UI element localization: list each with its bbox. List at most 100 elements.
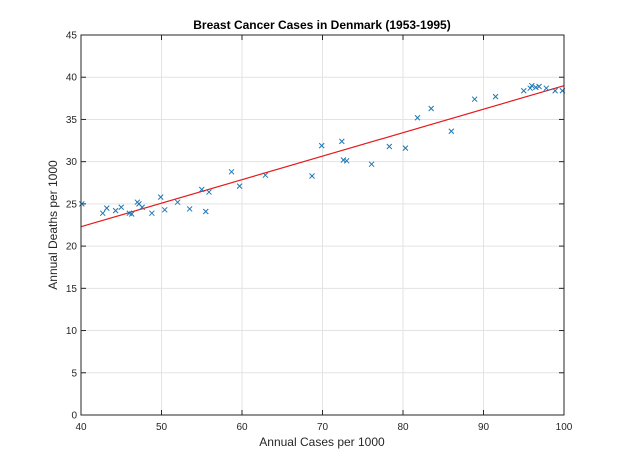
- data-point: [157, 194, 164, 200]
- x-tick-label: 100: [556, 422, 573, 433]
- data-point-stroke: [368, 161, 375, 168]
- data-point: [139, 204, 146, 211]
- data-point: [338, 138, 345, 145]
- data-point: [309, 173, 315, 179]
- data-point: [148, 210, 155, 217]
- data-point-stroke: [532, 84, 539, 91]
- chart-title: Breast Cancer Cases in Denmark (1953-199…: [193, 18, 450, 32]
- x-axis-label: Annual Cases per 1000: [259, 435, 385, 449]
- data-point: [228, 168, 235, 175]
- data-point: [527, 85, 534, 92]
- data-point: [428, 105, 435, 112]
- y-tick-label: 10: [66, 326, 78, 337]
- data-point-stroke: [309, 173, 315, 179]
- x-tick-label: 60: [236, 422, 248, 433]
- data-point: [118, 204, 125, 211]
- x-tick-label: 50: [156, 422, 168, 433]
- data-point-stroke: [103, 205, 110, 211]
- data-point-stroke: [161, 206, 168, 213]
- data-point: [528, 82, 535, 89]
- y-tick-label: 25: [66, 199, 78, 210]
- data-point: [492, 93, 499, 100]
- data-point: [402, 145, 409, 152]
- data-point: [202, 208, 209, 215]
- data-point-stroke: [206, 189, 212, 195]
- data-point: [340, 157, 347, 163]
- data-point: [128, 211, 135, 217]
- data-point: [386, 143, 393, 150]
- data-point: [186, 206, 193, 212]
- data-point-stroke: [128, 211, 135, 217]
- data-point-stroke: [340, 157, 347, 163]
- y-tick-label: 30: [66, 157, 78, 168]
- data-point: [112, 207, 119, 214]
- data-point-stroke: [202, 208, 209, 215]
- data-point-stroke: [338, 138, 345, 145]
- y-tick-label: 20: [66, 242, 78, 253]
- data-point: [414, 114, 421, 121]
- data-point: [174, 199, 181, 206]
- y-axis-label: Annual Deaths per 1000: [46, 160, 60, 290]
- data-point-stroke: [492, 93, 499, 100]
- y-tick-label: 15: [66, 284, 78, 295]
- data-point: [99, 210, 106, 217]
- data-point: [368, 161, 375, 168]
- y-tick-label: 0: [71, 411, 77, 422]
- data-point: [161, 206, 168, 213]
- data-point-stroke: [99, 210, 106, 217]
- data-point-stroke: [552, 87, 558, 94]
- data-point: [543, 85, 550, 92]
- y-tick-label: 45: [66, 31, 78, 42]
- data-point-stroke: [262, 172, 269, 179]
- data-point: [471, 96, 478, 103]
- y-tick-label: 35: [66, 115, 78, 126]
- data-point: [318, 142, 325, 149]
- data-point-stroke: [112, 207, 119, 214]
- data-point-stroke: [139, 204, 146, 211]
- data-point-stroke: [236, 183, 243, 190]
- y-tick-label: 5: [71, 368, 77, 379]
- data-point-stroke: [386, 143, 393, 150]
- data-point-stroke: [118, 204, 125, 211]
- data-point-stroke: [528, 82, 535, 89]
- data-point-stroke: [448, 128, 455, 135]
- data-point-stroke: [148, 210, 155, 217]
- data-point-stroke: [471, 96, 478, 103]
- fit-line: [80, 85, 565, 228]
- data-point-stroke: [343, 157, 350, 164]
- data-point-stroke: [174, 199, 181, 206]
- y-tick-label: 40: [66, 73, 78, 84]
- data-point: [103, 205, 110, 211]
- data-point-stroke: [402, 145, 409, 152]
- data-point-stroke: [414, 114, 421, 121]
- data-point-stroke: [228, 168, 235, 175]
- data-point: [448, 128, 455, 135]
- data-point-stroke: [186, 206, 193, 212]
- data-point-stroke: [428, 105, 435, 112]
- data-point: [236, 183, 243, 190]
- x-tick-label: 40: [75, 422, 87, 433]
- data-point-stroke: [520, 87, 527, 94]
- scatter-points: [78, 82, 566, 217]
- data-point-stroke: [126, 210, 133, 217]
- x-tick-label: 80: [397, 422, 409, 433]
- data-point-stroke: [318, 142, 325, 149]
- plot-frame: [80, 34, 565, 416]
- data-point-stroke: [536, 83, 542, 90]
- y-axis-ticks: 0 5 10 15 20 25 30 35 40 45: [66, 31, 564, 422]
- data-point-stroke: [136, 201, 142, 207]
- x-tick-label: 90: [478, 422, 490, 433]
- data-point: [532, 84, 539, 91]
- data-point-stroke: [198, 186, 205, 193]
- fit-line-layer: [80, 85, 565, 228]
- data-point: [206, 189, 212, 195]
- data-point: [198, 186, 205, 193]
- data-point: [343, 157, 350, 164]
- data-point: [262, 172, 269, 179]
- data-point-stroke: [157, 194, 164, 200]
- x-tick-label: 70: [317, 422, 329, 433]
- data-point-stroke: [543, 85, 550, 92]
- data-point: [552, 87, 558, 94]
- data-point-stroke: [527, 85, 534, 92]
